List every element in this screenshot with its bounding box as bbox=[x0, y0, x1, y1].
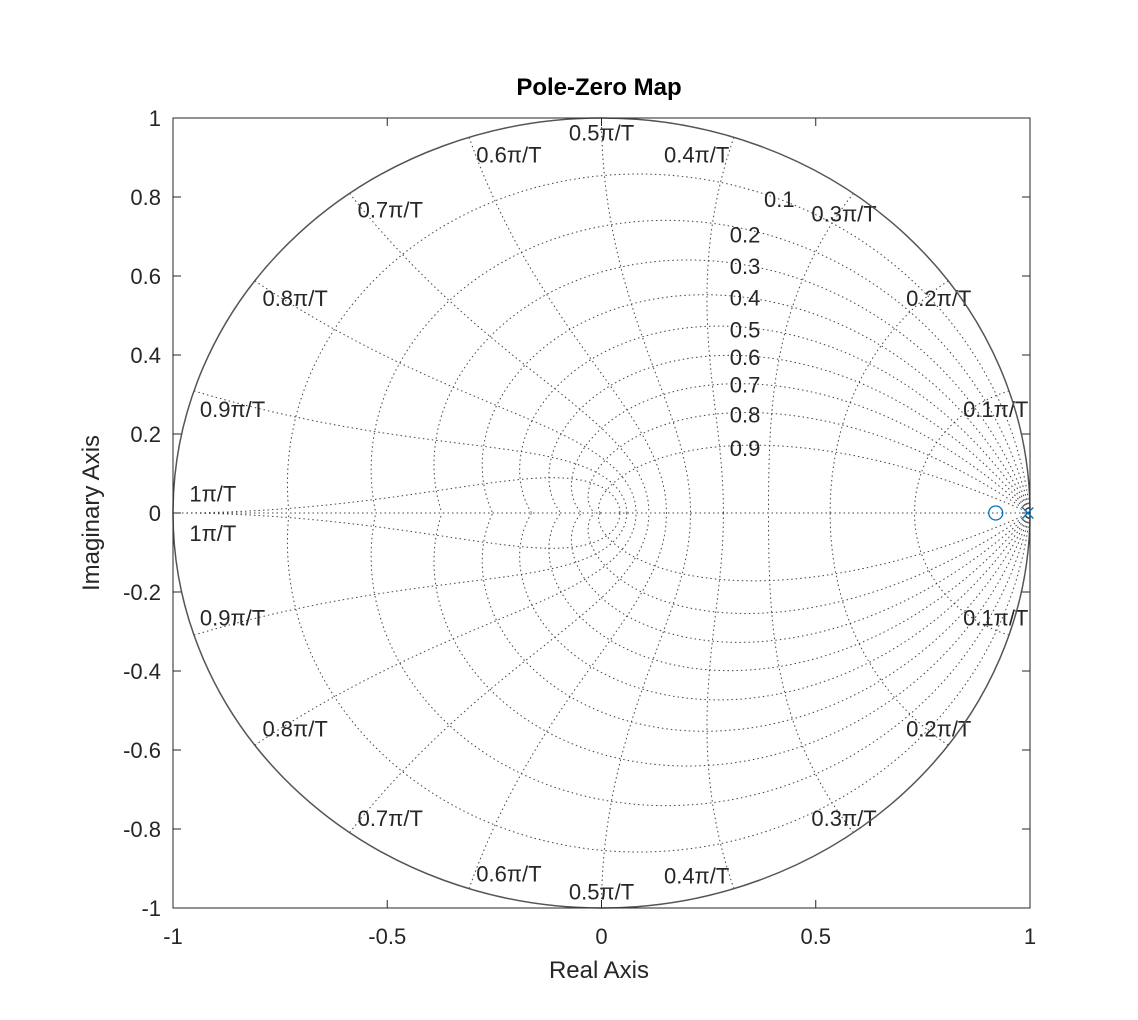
natural-frequency-label-upper: 0.3π/T bbox=[811, 202, 876, 227]
frequency-curve-lower bbox=[829, 512, 949, 746]
natural-frequency-label-lower: 0.9π/T bbox=[200, 606, 265, 631]
frequency-curve-lower bbox=[172, 512, 621, 549]
frequency-curve-upper bbox=[172, 477, 621, 514]
grid-labels: 0.10.2 0.3 0.4 0.5 0.6 0.7 0.8 0.9 0.1π/T 0.2π/T 0… bbox=[189, 121, 1028, 905]
damping-curve-lower bbox=[481, 512, 1031, 732]
frequency-curve-lower bbox=[193, 512, 628, 636]
natural-frequency-label-upper: 0.1π/T bbox=[963, 397, 1028, 422]
frequency-curve-upper bbox=[468, 137, 668, 514]
zero-marker bbox=[988, 505, 1004, 521]
damping-curve-lower bbox=[519, 512, 1031, 701]
natural-frequency-label-lower: 0.2π/T bbox=[906, 717, 971, 742]
natural-frequency-label-upper: 1π/T bbox=[189, 481, 236, 506]
natural-frequency-label-upper: 0.4π/T bbox=[664, 142, 729, 167]
y-tick-label: 0.6 bbox=[130, 264, 161, 289]
x-tick-label: 1 bbox=[1024, 924, 1036, 949]
frequency-curve-lower bbox=[349, 512, 650, 833]
natural-frequency-label-upper: 0.2π/T bbox=[906, 286, 971, 311]
x-tick-label: 0 bbox=[595, 924, 607, 949]
y-tick-label: 0 bbox=[149, 501, 161, 526]
damping-ratio-label: 0.6 bbox=[730, 345, 761, 370]
y-tick-label: 1 bbox=[149, 106, 161, 131]
damping-curve-upper bbox=[548, 354, 1031, 514]
natural-frequency-label-upper: 0.9π/T bbox=[200, 397, 265, 422]
damping-curve-upper bbox=[587, 412, 1031, 514]
natural-frequency-label-lower: 0.1π/T bbox=[963, 606, 1028, 631]
natural-frequency-label-upper: 0.8π/T bbox=[262, 286, 327, 311]
damping-curve-upper bbox=[481, 294, 1031, 514]
damping-ratio-label: 0.9 bbox=[730, 436, 761, 461]
y-tick-label: -0.8 bbox=[123, 817, 161, 842]
natural-frequency-label-lower: 1π/T bbox=[189, 521, 236, 546]
damping-curve-lower bbox=[587, 512, 1031, 614]
y-tick-label: -0.6 bbox=[123, 738, 161, 763]
frequency-curve-lower bbox=[601, 512, 692, 909]
y-tick-label: -0.4 bbox=[123, 659, 161, 684]
frequency-curve-lower bbox=[913, 512, 1010, 636]
frequency-curve-upper bbox=[913, 390, 1010, 514]
damping-curve-upper bbox=[519, 325, 1031, 514]
damping-curve-lower bbox=[570, 512, 1031, 643]
y-axis-label: Imaginary Axis bbox=[78, 435, 105, 591]
y-tick-label: 0.4 bbox=[130, 343, 161, 368]
damping-curve-upper bbox=[370, 219, 1031, 514]
natural-frequency-label-lower: 0.8π/T bbox=[262, 717, 327, 742]
damping-ratio-label: 0.5 bbox=[730, 317, 761, 342]
natural-frequency-label-lower: 0.6π/T bbox=[476, 862, 541, 887]
pole-zero-markers bbox=[988, 505, 1034, 521]
frequency-curve-upper bbox=[193, 390, 628, 514]
natural-frequency-label-lower: 0.3π/T bbox=[811, 806, 876, 831]
damping-ratio-label: 0.3 bbox=[730, 254, 761, 279]
frequency-curve-upper bbox=[601, 117, 692, 514]
damping-ratio-label: 0.7 bbox=[730, 373, 761, 398]
damping-curve-lower bbox=[286, 512, 1031, 853]
y-tick-label: -0.2 bbox=[123, 580, 161, 605]
damping-curve-upper bbox=[433, 259, 1031, 514]
natural-frequency-label-upper: 0.7π/T bbox=[358, 198, 423, 223]
frequency-curve-upper bbox=[767, 193, 854, 514]
damping-curve-lower bbox=[433, 512, 1031, 767]
damping-curve-lower bbox=[548, 512, 1031, 672]
x-axis-label: Real Axis bbox=[549, 957, 649, 984]
frequency-curve-lower bbox=[468, 512, 668, 889]
damping-ratio-label: 0.2 bbox=[730, 223, 761, 248]
natural-frequency-label-upper: 0.6π/T bbox=[476, 142, 541, 167]
damping-curve-upper bbox=[286, 173, 1031, 514]
damping-ratio-label: 0.4 bbox=[730, 286, 761, 311]
y-tick-label: -1 bbox=[141, 896, 161, 921]
x-tick-label: -1 bbox=[163, 924, 183, 949]
frequency-curve-lower bbox=[254, 512, 637, 746]
x-tick-label: 0.5 bbox=[800, 924, 831, 949]
frequency-curve-lower bbox=[706, 512, 735, 889]
y-tick-label: 0.2 bbox=[130, 422, 161, 447]
natural-frequency-label-lower: 0.4π/T bbox=[664, 864, 729, 889]
frequency-curve-upper bbox=[829, 280, 949, 514]
natural-frequency-label-lower: 0.7π/T bbox=[358, 806, 423, 831]
frequency-curve-upper bbox=[349, 193, 650, 514]
damping-curve-lower bbox=[598, 512, 1031, 582]
x-tick-label: -0.5 bbox=[368, 924, 406, 949]
damping-curve-lower bbox=[370, 512, 1031, 807]
pole-marker bbox=[1021, 507, 1034, 519]
y-tick-label: 0.8 bbox=[130, 185, 161, 210]
damping-frequency-grid bbox=[172, 117, 1031, 909]
axis-ticks: -1 -0.5 0 0.5 1 1 0.8 0.6 0.4 0.2 0 -0.2 -0.4 -0.6 -0.… bbox=[123, 106, 1036, 949]
frequency-curve-upper bbox=[254, 280, 637, 514]
damping-ratio-label: 0.8 bbox=[730, 402, 761, 427]
damping-curve-upper bbox=[598, 444, 1031, 514]
chart-title: Pole-Zero Map bbox=[516, 74, 681, 101]
damping-curve-upper bbox=[570, 383, 1031, 514]
frequency-curve-lower bbox=[767, 512, 854, 833]
damping-ratio-label: 0.1 bbox=[764, 187, 795, 212]
